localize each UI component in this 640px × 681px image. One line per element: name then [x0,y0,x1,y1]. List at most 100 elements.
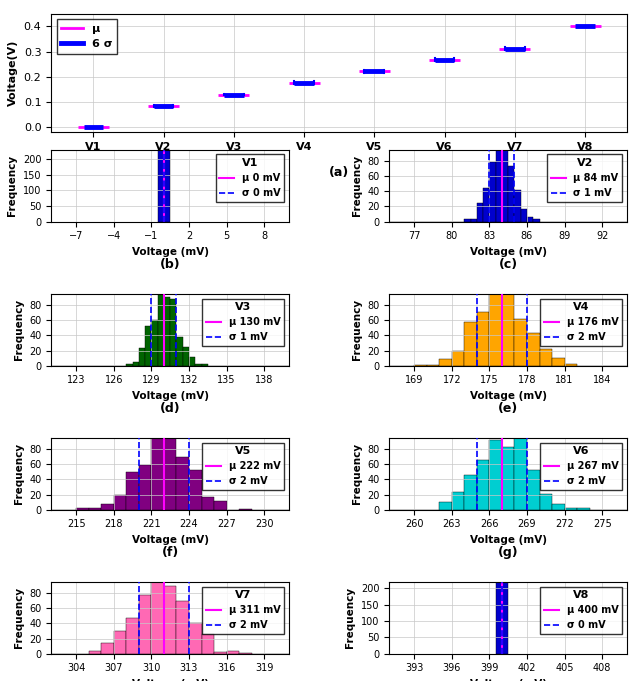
Bar [214,652,227,654]
Y-axis label: Frequency: Frequency [13,587,24,648]
Bar [239,653,252,654]
Bar [515,439,527,509]
Y-axis label: Voltage(V): Voltage(V) [8,40,18,106]
Bar [152,438,164,509]
Bar [126,472,139,509]
Bar [158,65,170,221]
Bar [132,362,139,366]
Bar [477,460,490,509]
Bar [139,465,152,509]
Text: (c): (c) [499,257,518,270]
Bar [177,458,189,509]
Bar [490,163,495,221]
Bar [527,333,540,366]
Bar [483,188,490,221]
Bar [508,165,515,221]
X-axis label: Voltage (mV): Voltage (mV) [132,535,209,545]
Legend: μ 311 mV, σ 2 mV: μ 311 mV, σ 2 mV [202,586,284,634]
Bar [490,440,502,509]
Text: (a): (a) [329,165,349,178]
Bar [527,217,533,221]
Bar [496,490,508,654]
Bar [502,447,515,509]
Text: (d): (d) [160,402,180,415]
Bar [564,508,577,509]
Legend: μ 267 mV, σ 2 mV: μ 267 mV, σ 2 mV [540,443,622,490]
Bar [465,321,477,366]
Bar [427,365,439,366]
Legend: μ 0 mV, σ 0 mV: μ 0 mV, σ 0 mV [216,155,284,202]
Bar [521,209,527,221]
Bar [452,492,465,509]
Bar [577,508,589,509]
Bar [465,475,477,509]
Bar [177,601,189,654]
Bar [552,358,564,366]
Y-axis label: Frequency: Frequency [13,443,24,504]
Bar [152,320,157,366]
Bar [89,508,101,509]
Legend: μ 130 mV, σ 1 mV: μ 130 mV, σ 1 mV [202,298,284,346]
X-axis label: Voltage (mV): Voltage (mV) [132,679,209,681]
Y-axis label: Frequency: Frequency [351,155,362,216]
Bar [214,501,227,509]
Bar [515,190,521,221]
Text: (g): (g) [498,545,518,558]
Bar [202,634,214,654]
Bar [477,204,483,221]
Bar [227,652,239,654]
Legend: μ 176 mV, σ 2 mV: μ 176 mV, σ 2 mV [540,298,622,346]
Bar [183,347,189,366]
Text: (b): (b) [160,257,180,270]
Bar [114,631,126,654]
Bar [76,508,89,509]
Y-axis label: Frequency: Frequency [346,587,355,648]
Bar [189,358,195,366]
X-axis label: Voltage (mV): Voltage (mV) [132,247,209,257]
Bar [515,319,527,366]
Bar [533,219,540,221]
Bar [470,219,477,221]
Bar [439,502,452,509]
Text: (f): (f) [161,545,179,558]
Bar [157,287,164,366]
Text: (e): (e) [498,402,518,415]
Bar [490,287,502,366]
Bar [139,348,145,366]
Bar [152,582,164,654]
Bar [465,219,470,221]
Bar [139,595,152,654]
Bar [495,142,502,221]
Legend: μ 400 mV, σ 0 mV: μ 400 mV, σ 0 mV [540,586,622,634]
Bar [552,505,564,509]
Bar [540,494,552,509]
Bar [177,337,183,366]
Bar [101,643,114,654]
X-axis label: Voltage (mV): Voltage (mV) [470,391,547,401]
Bar [101,504,114,509]
Bar [527,469,540,509]
X-axis label: Voltage (mV): Voltage (mV) [132,391,209,401]
Bar [202,497,214,509]
Bar [114,495,126,509]
Bar [126,364,132,366]
Bar [195,364,202,366]
X-axis label: Voltage (mV): Voltage (mV) [470,247,547,257]
Bar [164,422,177,509]
Y-axis label: Frequency: Frequency [8,155,17,216]
Y-axis label: Frequency: Frequency [351,443,362,504]
Legend: μ 84 mV, σ 1 mV: μ 84 mV, σ 1 mV [547,155,622,202]
Bar [164,586,177,654]
Bar [202,364,208,366]
Bar [164,298,170,366]
Bar [502,146,508,221]
Bar [452,351,465,366]
Legend: μ, 6 σ: μ, 6 σ [57,19,117,54]
Bar [540,349,552,366]
Bar [145,326,152,366]
Bar [89,651,101,654]
Bar [414,365,427,366]
Bar [502,290,515,366]
Y-axis label: Frequency: Frequency [351,299,362,360]
Bar [126,618,139,654]
